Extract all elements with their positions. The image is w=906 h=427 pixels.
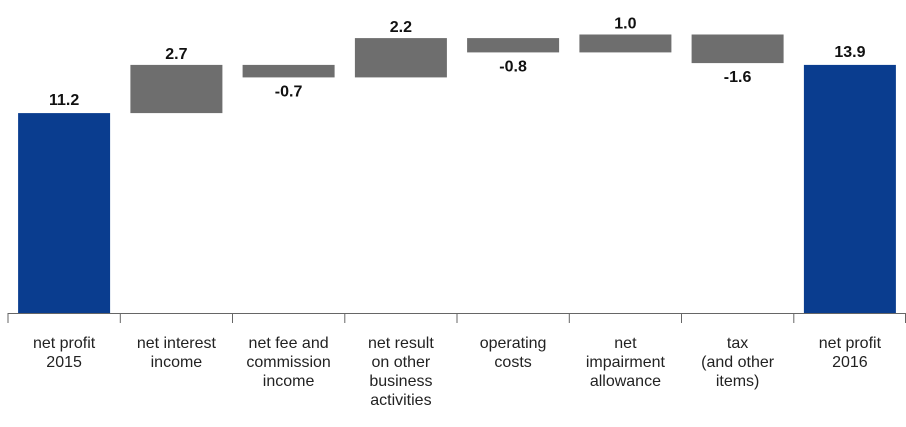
bar-5 [467,38,560,53]
x-tick-label-line: net profit [819,335,882,352]
bar-6 [579,34,672,53]
data-label-8: 13.9 [834,44,865,61]
bar-7 [691,34,784,64]
bar-4 [354,38,447,78]
x-tick-label-line: net interest [137,335,217,352]
x-tick-label-line: 2016 [832,354,868,371]
bar-2 [130,64,223,114]
bar-1 [18,113,111,313]
data-label-6: 1.0 [614,16,636,33]
data-label-4: 2.2 [390,19,412,36]
x-tick-label-8: net profit 2016 [819,335,882,371]
x-tick-label-line: net result [368,335,434,352]
x-tick-label-line: commission [246,354,330,371]
x-tick-label-line: tax [727,335,748,352]
x-tick-label-line: business [369,373,432,390]
x-tick-label-4: net result on other business activities [368,335,434,409]
data-label-5: -0.8 [499,58,527,75]
x-tick-label-line: net profit [33,335,96,352]
x-tick-label-5: operating costs [480,335,547,371]
x-tick-label-line: net [614,335,637,352]
x-tick-label-line: allowance [590,373,661,390]
x-tick-label-line: activities [370,392,431,409]
x-tick-label-line: income [263,373,315,390]
x-tick-label-3: net fee and commission income [246,335,330,390]
value-labels-group: 11.2 2.7 -0.7 2.2 -0.8 1.0 -1.6 13.9 [49,16,866,110]
x-tick-label-line: costs [494,354,531,371]
x-tick-label-6: net impairment allowance [586,335,666,390]
x-tick-label-line: (and other [701,354,775,371]
data-label-1: 11.2 [49,92,79,109]
x-tick-label-1: net profit 2015 [33,335,96,371]
x-tick-label-line: 2015 [46,354,82,371]
data-label-7: -1.6 [724,69,752,86]
data-label-3: -0.7 [275,83,303,100]
x-tick-label-line: operating [480,335,547,352]
x-tick-label-line: items) [716,373,760,390]
x-tick-label-line: impairment [586,354,666,371]
bar-8 [803,64,896,314]
x-axis [7,313,906,323]
data-label-2: 2.7 [165,46,187,63]
x-tick-label-line: net fee and [249,335,329,352]
bar-3 [242,64,335,78]
x-tick-label-line: income [151,354,203,371]
x-tick-label-line: on other [372,354,431,371]
x-tick-label-7: tax (and other items) [701,335,775,390]
bars-group [18,34,896,314]
x-tick-label-2: net interest income [137,335,217,371]
